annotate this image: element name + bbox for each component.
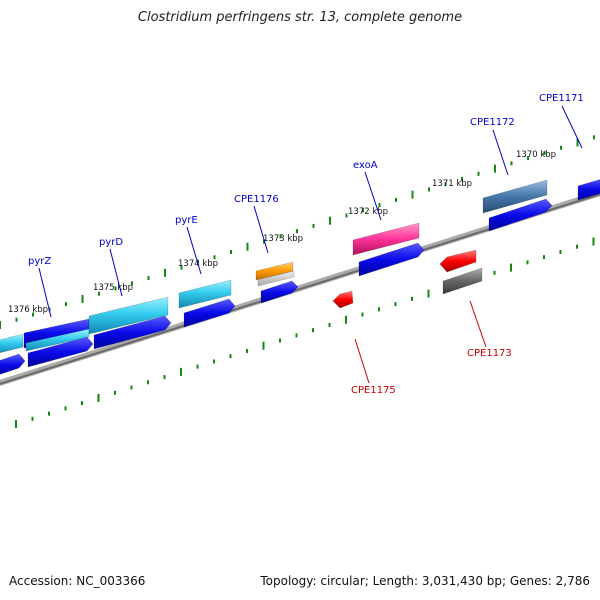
label-leader-line: [354, 338, 370, 384]
gene-label: CPE1173: [467, 348, 512, 359]
cds-arrow: [27, 336, 94, 368]
cds-arrow: [0, 353, 26, 375]
gene-block-CPE1175: [332, 290, 354, 309]
label-leader-line: [109, 248, 123, 297]
ruler-label: 1375 kbp: [93, 283, 133, 293]
label-leader-line: [469, 300, 487, 348]
gene-block-pyrE: [178, 279, 232, 309]
label-leader-line: [186, 226, 202, 275]
ruler-label: 1372 kbp: [348, 207, 388, 217]
label-leader-line: [561, 105, 583, 149]
gene-label: exoA: [353, 160, 378, 171]
gene-label: pyrZ: [28, 256, 51, 267]
gene-block-CPE1172: [482, 179, 548, 214]
gene-label: CPE1172: [470, 117, 515, 128]
accession-label: Accession: NC_003366: [9, 574, 146, 588]
gene-block-partial: [0, 333, 24, 354]
cds-arrow: [488, 198, 553, 232]
cds-arrow: [358, 242, 425, 277]
gene-label: CPE1171: [539, 93, 584, 104]
topology-summary: Topology: circular; Length: 3,031,430 bp…: [260, 574, 590, 588]
gene-block-CPE1176: [255, 261, 294, 281]
gene-block-CPE1176-shadow: [257, 270, 295, 287]
cds-arrow: [183, 298, 236, 328]
gene-label: pyrE: [175, 215, 198, 226]
label-leader-line: [492, 129, 509, 176]
cds-arrow: [260, 280, 299, 304]
gene-block-exoA: [352, 222, 420, 256]
label-leader-line: [38, 267, 52, 318]
label-leader-line: [364, 171, 382, 221]
ruler-label: 1371 kbp: [432, 179, 472, 189]
map-title: Clostridium perfringens str. 13, complet…: [137, 10, 463, 25]
ruler-label: 1376 kbp: [8, 305, 48, 315]
gene-block-pyrZ-lower: [25, 328, 90, 352]
sequence-tracks: [0, 135, 600, 428]
cds-arrow: [93, 315, 172, 350]
gene-features: [0, 179, 600, 375]
ruler-label: 1373 kbp: [263, 234, 303, 244]
gene-label: pyrD: [99, 237, 123, 248]
gene-label: CPE1175: [351, 385, 396, 396]
gene-block-CPE1173: [439, 249, 477, 273]
gene-block-CPE1171: [577, 179, 600, 201]
gene-label: CPE1176: [234, 194, 279, 205]
gene-block-pyrD: [88, 296, 169, 335]
ruler-label: 1370 kbp: [516, 150, 556, 160]
label-leader-line: [253, 205, 269, 254]
gene-block-CPE1173-grey: [442, 267, 483, 295]
